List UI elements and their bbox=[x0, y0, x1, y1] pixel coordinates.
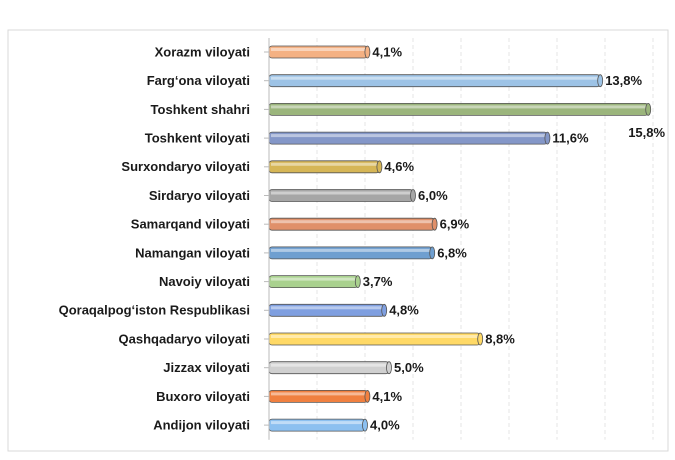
bar-highlight bbox=[271, 191, 411, 195]
y-tick-label: Xorazm viloyati bbox=[155, 44, 250, 59]
bar-highlight bbox=[271, 134, 546, 138]
bar-highlight bbox=[271, 335, 479, 338]
data-label: 11,6% bbox=[552, 131, 589, 146]
bar bbox=[268, 246, 433, 260]
bar-highlight bbox=[271, 105, 647, 109]
bar-cap bbox=[431, 217, 438, 231]
data-label: 5,0% bbox=[394, 360, 424, 375]
bar-cap bbox=[376, 160, 383, 174]
bar-cap bbox=[386, 361, 392, 375]
bar bbox=[268, 160, 380, 174]
bar bbox=[268, 418, 366, 432]
y-tick-label: Namangan viloyati bbox=[135, 245, 250, 260]
y-tick-label: Andijon viloyati bbox=[153, 418, 250, 433]
bar-cap bbox=[645, 103, 652, 116]
bar-cap bbox=[597, 74, 604, 88]
y-tick-label: Farg‘ona viloyati bbox=[147, 73, 250, 88]
bar bbox=[268, 361, 390, 375]
bar bbox=[268, 275, 359, 289]
data-label: 6,9% bbox=[440, 217, 470, 232]
bar-cap bbox=[429, 246, 436, 260]
bar-highlight bbox=[271, 248, 431, 252]
data-label: 6,8% bbox=[437, 245, 467, 260]
y-tick-label: Surxondaryo viloyati bbox=[121, 159, 250, 174]
y-tick-label: Sirdaryo viloyati bbox=[149, 188, 250, 203]
data-label: 4,0% bbox=[370, 418, 400, 433]
bar-highlight bbox=[271, 421, 363, 425]
bar-highlight bbox=[271, 392, 366, 396]
bar-highlight bbox=[271, 363, 387, 367]
y-tick-label: Toshkent shahri bbox=[151, 102, 250, 117]
data-label: 4,1% bbox=[372, 389, 402, 404]
bar bbox=[268, 332, 481, 346]
bar bbox=[268, 131, 548, 145]
data-label: 4,8% bbox=[389, 303, 419, 318]
bar-highlight bbox=[271, 76, 599, 80]
bar-cap bbox=[381, 303, 388, 317]
bar bbox=[268, 45, 368, 59]
bar bbox=[268, 74, 601, 88]
bar-highlight bbox=[271, 306, 383, 310]
y-tick-label: Buxoro viloyati bbox=[156, 389, 250, 404]
y-tick-label: Qoraqalpog‘iston Respublikasi bbox=[59, 303, 250, 318]
data-label: 4,6% bbox=[384, 159, 414, 174]
data-label: 4,1% bbox=[372, 44, 402, 59]
bar bbox=[268, 217, 436, 231]
bar-cap bbox=[354, 275, 361, 289]
data-label: 15,8% bbox=[628, 125, 665, 140]
bar-highlight bbox=[271, 162, 378, 166]
bar-highlight bbox=[271, 220, 433, 224]
y-tick-label: Qashqadaryo viloyati bbox=[119, 331, 251, 346]
bar-cap bbox=[544, 131, 551, 145]
bar-cap bbox=[362, 418, 368, 432]
bar-cap bbox=[364, 45, 371, 59]
plot-frame bbox=[7, 29, 669, 452]
data-label: 8,8% bbox=[485, 331, 515, 346]
data-label: 6,0% bbox=[418, 188, 448, 203]
bar-highlight bbox=[271, 277, 356, 281]
y-tick-label: Toshkent viloyati bbox=[145, 131, 250, 146]
bar-cap bbox=[364, 389, 371, 403]
data-label: 13,8% bbox=[605, 73, 642, 88]
bar bbox=[268, 189, 414, 202]
data-label: 3,7% bbox=[363, 274, 393, 289]
bar bbox=[268, 389, 368, 403]
y-tick-label: Jizzax viloyati bbox=[163, 360, 250, 375]
y-tick-label: Samarqand viloyati bbox=[131, 217, 250, 232]
y-tick-label: Navoiy viloyati bbox=[159, 274, 250, 289]
bar bbox=[268, 103, 649, 116]
bar bbox=[268, 303, 385, 317]
bar-cap bbox=[410, 189, 416, 202]
bar-cap bbox=[477, 332, 484, 346]
bar-highlight bbox=[271, 48, 366, 51]
